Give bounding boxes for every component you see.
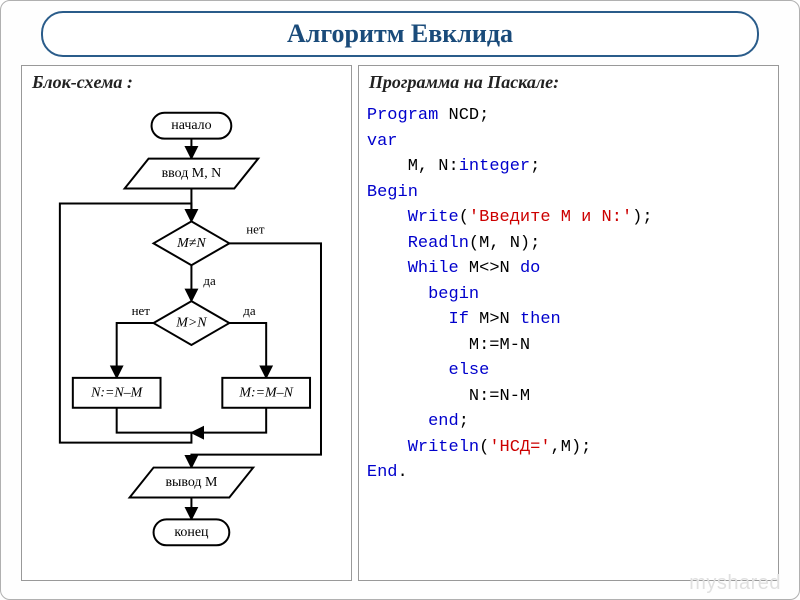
code-line: M:=M-N [367,333,770,359]
code-line: While M<>N do [367,256,770,282]
svg-text:M:=M–N: M:=M–N [238,385,293,400]
svg-text:да: да [243,303,256,318]
right-panel-header: Программа на Паскале: [359,66,778,99]
svg-text:M>N: M>N [175,316,207,331]
node-cond1: M≠N [154,221,230,265]
node-start: начало [152,113,232,139]
code-line: Write('Введите M и N:'); [367,205,770,231]
watermark: myshared [689,572,781,595]
page-title: Алгоритм Евклида [287,19,513,49]
code-line: Readln(M, N); [367,231,770,257]
svg-text:вывод M: вывод M [165,475,217,490]
panel-code: Программа на Паскале: Program NCD;var M,… [358,65,779,581]
panel-flowchart: Блок-схема : да нет нет да начало ввод M, N M≠… [21,65,352,581]
code-line: Begin [367,180,770,206]
svg-text:N:=N–M: N:=N–M [90,385,144,400]
code-line: Program NCD; [367,103,770,129]
node-procM: M:=M–N [222,378,310,408]
svg-text:нет: нет [246,221,265,236]
left-panel-header: Блок-схема : [22,66,351,99]
node-cond2: M>N [154,301,230,345]
svg-text:да: да [203,273,216,288]
svg-text:M≠N: M≠N [176,236,206,251]
code-line: Writeln('НСД=',M); [367,435,770,461]
node-input: ввод M, N [125,159,259,189]
code-line: End. [367,460,770,486]
code-line: begin [367,282,770,308]
code-block: Program NCD;var M, N:integer;Begin Write… [359,99,778,490]
code-line: end; [367,409,770,435]
node-procN: N:=N–M [73,378,161,408]
node-output: вывод M [130,468,254,498]
code-line: M, N:integer; [367,154,770,180]
code-line: N:=N-M [367,384,770,410]
code-line: var [367,129,770,155]
code-line: If M>N then [367,307,770,333]
panels: Блок-схема : да нет нет да начало ввод M, N M≠… [21,65,779,581]
flowchart: да нет нет да начало ввод M, N M≠N M>N N:=N–M M:=… [22,96,351,580]
svg-text:нет: нет [132,303,151,318]
code-line: else [367,358,770,384]
node-end: конец [154,519,230,545]
svg-text:конец: конец [174,525,209,540]
title-box: Алгоритм Евклида [41,11,759,57]
svg-text:начало: начало [171,118,211,133]
svg-text:ввод M, N: ввод M, N [162,166,222,181]
